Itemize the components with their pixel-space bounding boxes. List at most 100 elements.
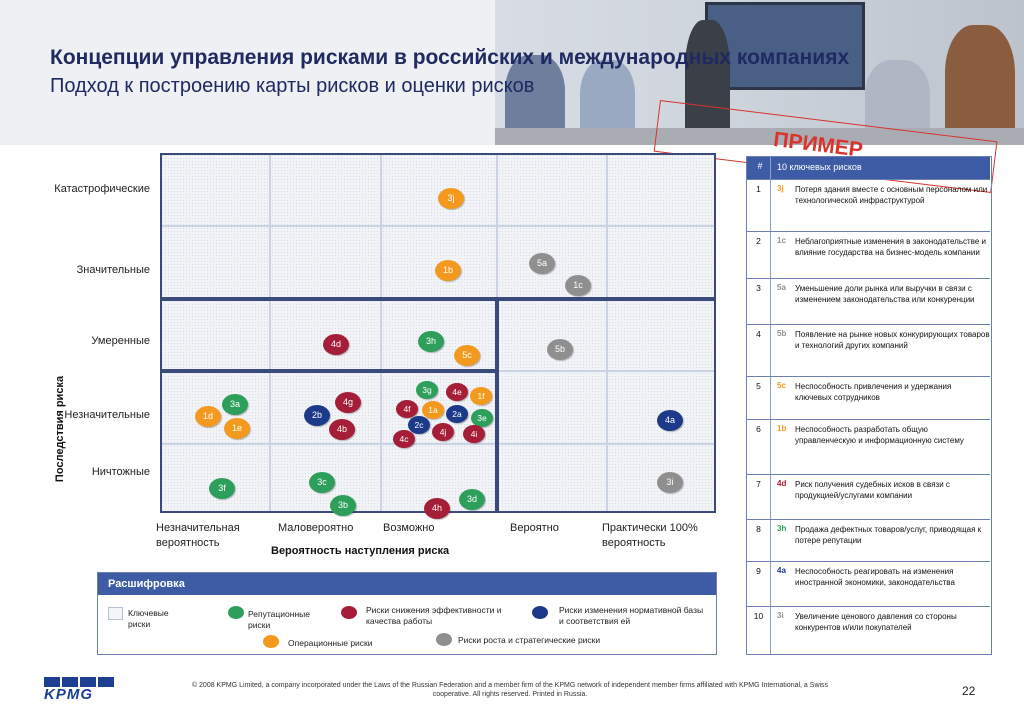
- risk-bubble-1c: 1c: [565, 275, 591, 296]
- risk-bubble-4a: 4a: [657, 410, 683, 431]
- key-risks-table: # 10 ключевых рисков 1 3j Потеря здания вм…: [746, 156, 992, 655]
- page-subtitle: Подход к построению карты рисков и оценк…: [50, 75, 535, 97]
- risk-bubble-4i: 4i: [463, 425, 485, 443]
- risk-code: 4d: [777, 479, 787, 488]
- risk-description: Уменьшение доли рынка или выручки в связ…: [795, 284, 975, 304]
- matrix-cell: [497, 153, 607, 226]
- legend-strategic: Риски роста и стратегические риски: [458, 635, 601, 645]
- logo-box: [44, 677, 60, 687]
- risk-description: Неспособность реагировать на изменения и…: [795, 567, 955, 587]
- column-label: Незначительная вероятность: [156, 522, 240, 549]
- risk-bubble-3b: 3b: [330, 495, 356, 516]
- legend-operational: Операционные риски: [288, 638, 373, 648]
- logo-box: [80, 677, 96, 687]
- table-row: 4 5b Появление на рынке новых конкурирующи…: [747, 324, 990, 376]
- row-label: Катастрофические: [54, 183, 150, 195]
- table-row: 9 4a Неспособность реагировать на изменени…: [747, 561, 990, 606]
- photo-person: [685, 20, 730, 140]
- risk-bubble-4h: 4h: [424, 498, 450, 519]
- risk-code: 3i: [777, 611, 784, 620]
- row-number: 7: [756, 479, 761, 489]
- table-row: 8 3h Продажа дефектных товаров/услуг, прив…: [747, 519, 990, 561]
- risk-matrix: 3j 1b 5a 1c 4d 3h 5c 5b 3a 1d 1e 4g 2b 4b 3g 4e 1f 4f 1a 2a…: [160, 153, 716, 519]
- y-axis-label: Последствия риска: [54, 375, 66, 483]
- row-number: 2: [756, 236, 761, 246]
- risk-bubble-3a: 3a: [222, 394, 248, 415]
- row-number: 8: [756, 524, 761, 534]
- header-photo: [495, 0, 1024, 145]
- row-label: Умеренные: [91, 335, 150, 347]
- key-risk-zone-frame: [160, 371, 497, 513]
- risk-code: 5b: [777, 329, 787, 338]
- matrix-cell: [497, 444, 607, 513]
- key-risk-zone-frame: [160, 299, 497, 371]
- photo-person: [945, 25, 1015, 145]
- table-row: 1 3j Потеря здания вместе с основным персо…: [747, 179, 990, 231]
- risk-bubble-3f: 3f: [209, 478, 235, 499]
- risk-bubble-4g: 4g: [335, 392, 361, 413]
- row-number: 9: [756, 566, 761, 576]
- table-row: 5 5c Неспособность привлечения и удержания…: [747, 376, 990, 419]
- efficiency-swatch: [341, 606, 357, 619]
- matrix-cell: [160, 299, 270, 371]
- matrix-cell: [497, 299, 607, 371]
- risk-description: Появление на рынке новых конкурирующих т…: [795, 330, 990, 350]
- risk-bubble-2a: 2a: [446, 405, 468, 423]
- risk-code: 3h: [777, 524, 787, 533]
- column-label: Практически 100% вероятность: [602, 522, 698, 549]
- matrix-cell: [497, 371, 607, 444]
- legend-reputational: Репутационные риски: [248, 609, 310, 630]
- reputational-swatch: [228, 606, 244, 619]
- matrix-cell: [270, 299, 381, 371]
- risk-code: 1c: [777, 236, 786, 245]
- risk-code: 5c: [777, 381, 786, 390]
- matrix-cell: [270, 226, 381, 299]
- risk-bubble-1f: 1f: [470, 387, 492, 405]
- legend-key-risks: Ключевые риски: [128, 608, 169, 629]
- key-risk-swatch: [108, 607, 123, 620]
- risk-code: 4a: [777, 566, 786, 575]
- risk-bubble-5a: 5a: [529, 253, 555, 274]
- copyright-note: © 2008 KPMG Limited, a company incorpora…: [191, 682, 829, 698]
- row-number: 6: [756, 424, 761, 434]
- logo-box: [98, 677, 114, 687]
- matrix-cell: [160, 153, 270, 226]
- table-row: 6 1b Неспособность разработать общую управ…: [747, 419, 990, 474]
- row-number: 1: [756, 184, 761, 194]
- risk-bubble-2c: 2c: [408, 416, 430, 434]
- table-header-title: 10 ключевых рисков: [777, 162, 862, 172]
- matrix-cell: [160, 226, 270, 299]
- risk-bubble-4b: 4b: [329, 419, 355, 440]
- photo-screen: [705, 2, 865, 90]
- matrix-cell: [607, 153, 716, 226]
- row-number: 5: [756, 381, 761, 391]
- legend-title: Расшифровка: [98, 573, 716, 595]
- risk-bubble-4e: 4e: [446, 383, 468, 401]
- legend: Расшифровка Ключевые риски Репутационные…: [97, 572, 717, 655]
- risk-description: Неспособность привлечения и удержания кл…: [795, 382, 952, 402]
- row-number: 4: [756, 329, 761, 339]
- legend-efficiency: Риски снижения эффективности и качества …: [366, 605, 502, 626]
- column-label: Возможно: [383, 522, 435, 534]
- risk-bubble-5c: 5c: [454, 345, 480, 366]
- logo-box: [62, 677, 78, 687]
- page-number: 22: [962, 684, 976, 698]
- risk-bubble-4d: 4d: [323, 334, 349, 355]
- risk-code: 1b: [777, 424, 787, 433]
- matrix-cell: [607, 226, 716, 299]
- photo-table: [495, 128, 1024, 145]
- strategic-swatch: [436, 633, 452, 646]
- risk-bubble-3h: 3h: [418, 331, 444, 352]
- logo-text: KPMG: [44, 686, 93, 703]
- risk-bubble-2b: 2b: [304, 405, 330, 426]
- table-row: 10 3i Увеличение ценового давления со стор…: [747, 606, 990, 654]
- risk-bubble-1d: 1d: [195, 406, 221, 427]
- risk-bubble-3c: 3c: [309, 472, 335, 493]
- row-label: Ничтожные: [91, 466, 150, 478]
- x-axis-label: Вероятность наступления риска: [271, 545, 450, 557]
- risk-bubble-1e: 1e: [224, 418, 250, 439]
- risk-bubble-1a: 1a: [422, 401, 444, 419]
- risk-description: Потеря здания вместе с основным персонал…: [795, 185, 988, 205]
- table-row: 2 1c Неблагоприятные изменения в законодат…: [747, 231, 990, 278]
- regulatory-swatch: [532, 606, 548, 619]
